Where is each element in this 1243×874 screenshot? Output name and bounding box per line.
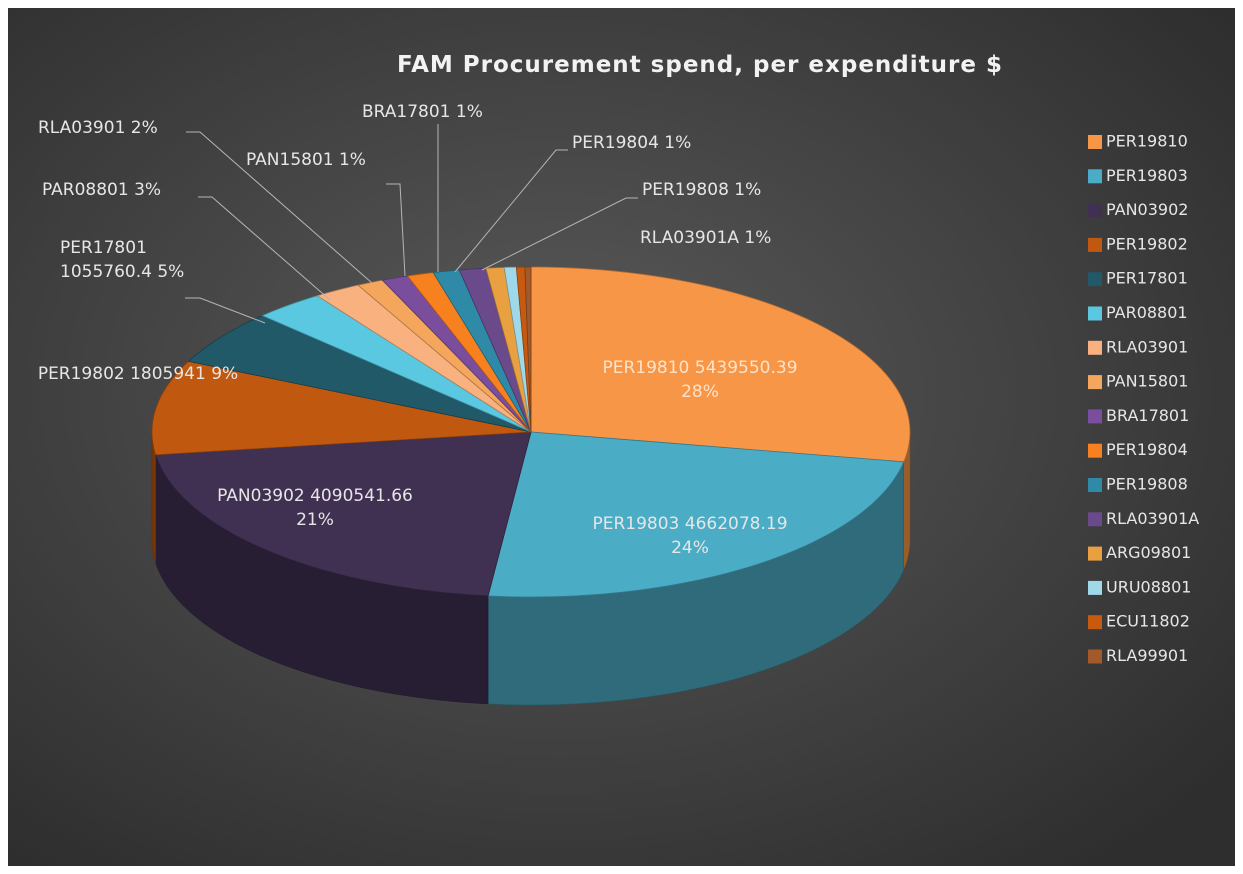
data-label: RLA03901 2% [38,118,158,138]
legend-label: PER17801 [1106,269,1188,288]
legend-marker [1088,546,1102,561]
legend-label: PER19804 [1106,440,1188,459]
pie-slice [151,360,532,456]
legend-label: RLA03901 [1106,337,1188,356]
pie-slice [316,284,532,433]
legend-label: PER19808 [1106,475,1188,494]
legend-label: PAN03902 [1106,200,1188,219]
legend-marker [1088,649,1102,664]
legend-label: PER19802 [1106,234,1188,253]
data-label: PAN15801 1% [246,150,366,170]
legend-label: PAR08801 [1106,303,1188,322]
legend-marker [1088,375,1102,390]
legend-marker [1088,478,1102,492]
legend-marker [1088,272,1102,287]
legend-label: PER19803 [1106,166,1188,185]
legend-marker [1088,580,1102,595]
data-label: PER19808 1% [642,180,762,200]
legend-marker [1088,169,1102,184]
legend-marker [1088,340,1102,355]
data-label: PAR08801 3% [42,180,162,200]
legend-marker [1088,237,1102,252]
leader-line [454,149,568,273]
legend-label: PER19810 [1106,132,1188,151]
leader-line [185,297,266,324]
leader-line [198,196,331,301]
legend-marker [1088,409,1102,424]
pie-slice [487,431,905,598]
legend-marker [1088,135,1102,149]
data-label: PER19803 4662078.19 24% [592,514,788,558]
data-label: PER19804 1% [572,133,692,153]
legend-marker [1088,203,1102,218]
legend-label: URU08801 [1106,577,1191,596]
pie-slice [187,315,532,433]
pie-slice [524,266,532,433]
leader-line [386,183,406,277]
legend-marker [1088,615,1102,630]
legend-marker [1088,443,1102,458]
legend-label: RLA03901A [1106,509,1199,528]
data-label: PER17801 1055760.4 5% [60,238,185,282]
pie-slice [530,266,911,463]
data-label: PER19810 5439550.39 28% [602,358,798,402]
data-label: BRA17801 1% [362,102,483,122]
pie-slice [155,431,532,597]
pie-slice [261,295,532,433]
legend-marker [1088,306,1102,321]
data-label: PER19802 1805941 9% [37,364,239,384]
legend-label: BRA17801 [1106,406,1189,425]
data-label: PAN03902 4090541.66 21% [217,486,413,530]
leader-line [186,131,373,284]
legend-label: ARG09801 [1106,543,1191,562]
legend-label: RLA99901 [1106,646,1188,665]
chart-title: FAM Procurement spend, per expenditure $ [397,52,1003,78]
legend-label: PAN15801 [1106,372,1188,391]
leader-line [481,197,638,271]
legend-label: ECU11802 [1106,612,1190,631]
legend-marker [1088,512,1102,527]
data-label: RLA03901A 1% [640,228,772,248]
